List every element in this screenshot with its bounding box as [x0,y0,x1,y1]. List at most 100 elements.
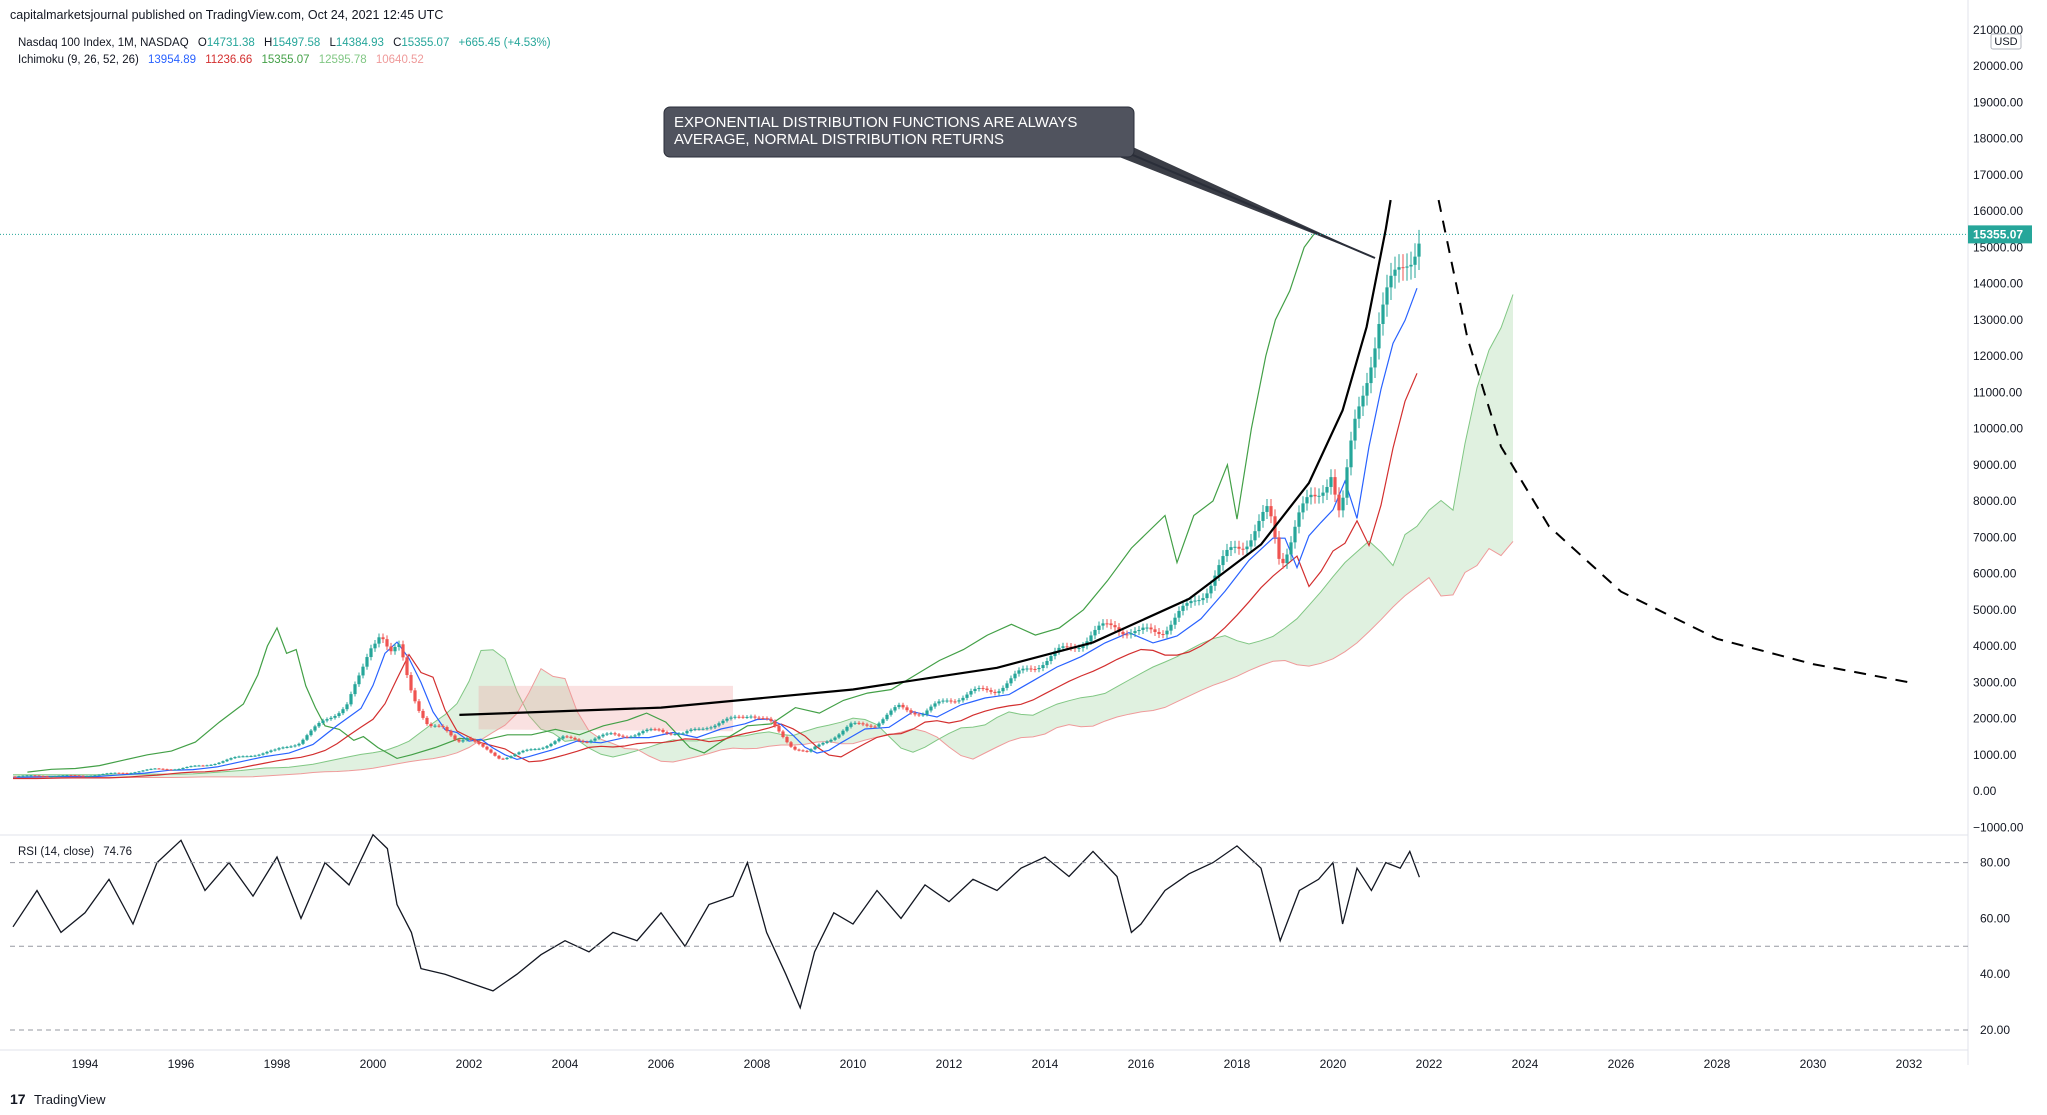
price-tick-label: 15000.00 [1973,240,2023,254]
candle-body [501,758,505,760]
candle-body [421,710,425,718]
price-tick-label: 2000.00 [1973,712,2017,726]
candle-body [1393,269,1397,276]
candle-body [141,770,145,772]
candle-body [193,765,197,767]
candle-body [1013,673,1017,679]
time-tick-label: 1998 [264,1057,291,1071]
candle-body [1005,683,1009,688]
axes-layer: 21000.0020000.0019000.0018000.0017000.00… [0,23,2032,1071]
legend-rsi: RSI (14, close) 74.76 [18,846,132,858]
candle-body [809,749,813,752]
candle-body [573,737,577,740]
candle-body [1177,610,1181,618]
candle-body [673,734,677,736]
candle-body [409,675,413,691]
candle-body [1125,634,1129,636]
candle-body [473,739,477,742]
candle-body [1301,503,1305,513]
candle-body [449,731,453,736]
rsi-tick-label: 20.00 [1980,1023,2010,1037]
candle-body [1193,600,1197,602]
candle-body [149,768,153,770]
candle-body [553,741,557,744]
currency-box[interactable] [1990,33,2022,50]
candle-body [1065,646,1069,648]
candle-body [153,768,157,770]
candle-body [1185,603,1189,606]
candle-body [589,740,593,743]
candle-body [685,731,689,734]
candle-body [533,749,537,751]
candle-body [1409,264,1413,267]
candle-body [1249,540,1253,547]
candle-body [1029,668,1033,670]
candle-body [1133,631,1137,634]
candle-body [373,643,377,649]
candle-body [777,725,781,732]
candle-body [1145,627,1149,629]
candle-body [121,772,125,774]
price-tick-label: 18000.00 [1973,132,2023,146]
candle-body [613,733,617,735]
time-tick-label: 2000 [360,1057,387,1071]
candle-body [869,725,873,727]
candle-body [513,754,517,757]
legend-rsi-value: 74.76 [103,846,132,858]
legend-close-label: C [393,37,401,49]
candle-body [1101,623,1105,626]
candle-body [509,756,513,758]
candle-body [1397,267,1401,270]
callout-box[interactable] [663,106,1135,158]
candle-body [737,716,741,718]
candle-body [217,762,221,764]
candle-body [1089,635,1093,642]
candle-body [317,722,321,727]
candle-body [617,734,621,736]
candle-body [1165,630,1169,635]
price-tick-label: 13000.00 [1973,313,2023,327]
candle-body [785,737,789,743]
candle-body [337,713,341,716]
candle-body [697,728,701,730]
candle-body [813,746,817,750]
candle-body [329,717,333,720]
candle-body [773,721,777,726]
last-price-tag [1968,225,2032,244]
candle-body [361,666,365,676]
candle-body [1401,267,1405,269]
candle-body [649,729,653,731]
candle-body [1153,629,1157,632]
ichimoku-kijun-line [13,373,1418,780]
candle-body [1353,418,1357,441]
candle-body [1137,629,1141,632]
candle-body [881,719,885,724]
candle-body [493,752,497,756]
candle-body [1157,631,1161,635]
candle-body [1377,324,1381,349]
candle-body [529,749,533,751]
price-tick-label: 8000.00 [1973,494,2017,508]
candle-body [1025,668,1029,670]
candle-body [597,736,601,739]
candle-body [1081,645,1085,649]
candle-body [173,769,177,771]
candle-body [437,725,441,727]
candle-body [137,771,141,773]
tradingview-logo[interactable]: 17 TradingView [10,1091,106,1107]
candle-body [285,746,289,748]
price-tick-label: 10000.00 [1973,422,2023,436]
candle-body [789,742,793,747]
callout-text-line1: EXPONENTIAL DISTRIBUTION FUNCTIONS ARE A… [674,114,1077,131]
candle-body [901,704,905,708]
legend-ichimoku-spanA: 12595.78 [319,54,367,66]
footer-brand: TradingView [34,1092,106,1107]
candle-body [177,768,181,770]
time-tick-label: 2006 [648,1057,675,1071]
candle-body [1349,440,1353,468]
candle-body [1317,495,1321,497]
legend-ichimoku-tenkan: 13954.89 [148,54,196,66]
candle-body [205,765,209,767]
candle-body [909,710,913,713]
